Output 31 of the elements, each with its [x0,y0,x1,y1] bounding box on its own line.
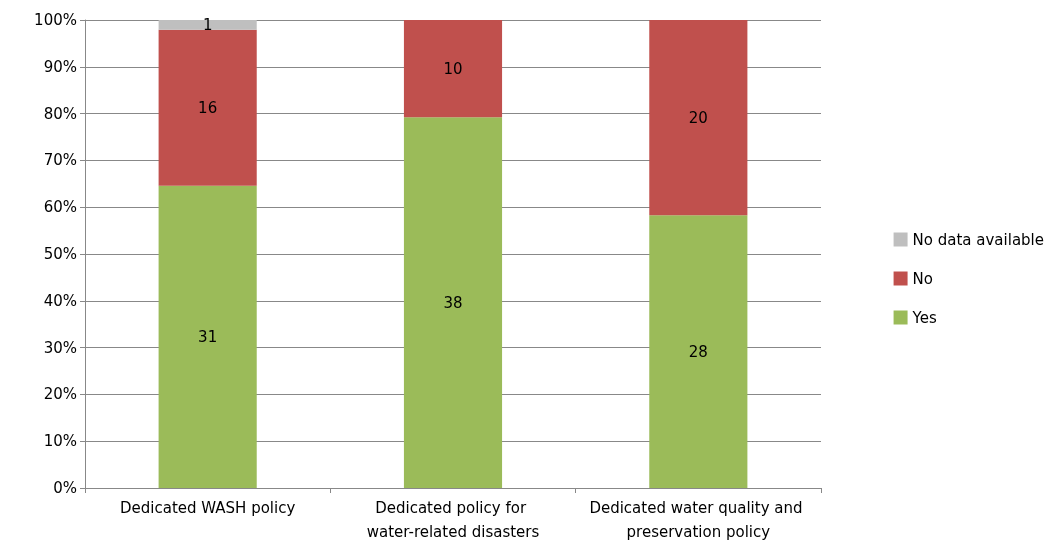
x-tick-label: Dedicated water quality and preservation policy [589,499,808,541]
x-tick-label: Dedicated WASH policy [120,499,296,517]
y-tick-label: 50% [43,245,77,263]
bar [158,185,257,488]
bar [403,20,503,118]
bar [649,20,748,216]
y-tick-label: 80% [43,104,77,123]
annotation: 1 [202,15,213,34]
y-tick-label: 100% [34,11,77,29]
legend-label: No data available [912,230,1045,249]
bar [158,29,257,186]
y-tick-label: 70% [43,151,77,170]
x-tick-label: Dedicated policy for water-related disasters [366,499,540,541]
y-tick-label: 0% [53,479,77,497]
y-tick-label: 20% [43,385,77,404]
y-tick-label: 60% [43,198,77,217]
bar [403,117,503,488]
legend-label: No [912,269,933,288]
bar [649,215,748,488]
annotation: 20 [688,108,708,127]
annotation: 10 [443,59,463,78]
y-tick-label: 40% [43,291,77,310]
legend-label: Yes [911,308,937,327]
annotation: 31 [198,327,218,346]
annotation: 16 [198,98,218,117]
annotation: 28 [688,342,708,361]
y-tick-label: 90% [43,57,77,76]
bar [158,20,257,30]
y-tick-label: 30% [43,338,77,357]
y-tick-label: 10% [43,432,77,451]
annotation: 38 [443,293,463,312]
